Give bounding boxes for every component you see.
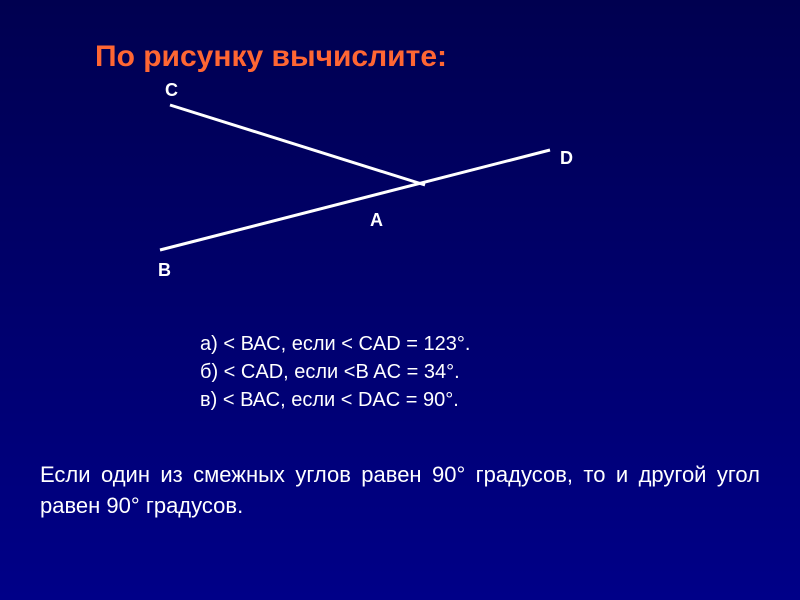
conclusion-text: Если один из смежных углов равен 90° гра… bbox=[40, 460, 760, 522]
point-c-label: C bbox=[165, 80, 178, 101]
point-b-label: B bbox=[158, 260, 171, 281]
line-bd bbox=[160, 150, 550, 250]
degree-symbol-1: ° bbox=[456, 462, 465, 487]
question-b: б) < CAD, если <B AC = 34°. bbox=[200, 358, 470, 386]
conclusion-part1: Если один из смежных углов равен 90 bbox=[40, 462, 456, 487]
point-a-label: A bbox=[370, 210, 383, 231]
degree-symbol-2: ° bbox=[131, 493, 140, 518]
point-d-label: D bbox=[560, 148, 573, 169]
question-c: в) < ВАС, если < DAC = 90°. bbox=[200, 386, 470, 414]
line-ca bbox=[170, 105, 425, 185]
diagram-svg bbox=[130, 80, 590, 290]
question-a: а) < ВАС, если < CAD = 123°. bbox=[200, 330, 470, 358]
slide-title: По рисунку вычислите: bbox=[95, 40, 447, 74]
geometry-diagram: C B A D bbox=[130, 80, 590, 290]
conclusion-part3: градусов. bbox=[140, 493, 243, 518]
questions-block: а) < ВАС, если < CAD = 123°. б) < CAD, е… bbox=[200, 330, 470, 414]
